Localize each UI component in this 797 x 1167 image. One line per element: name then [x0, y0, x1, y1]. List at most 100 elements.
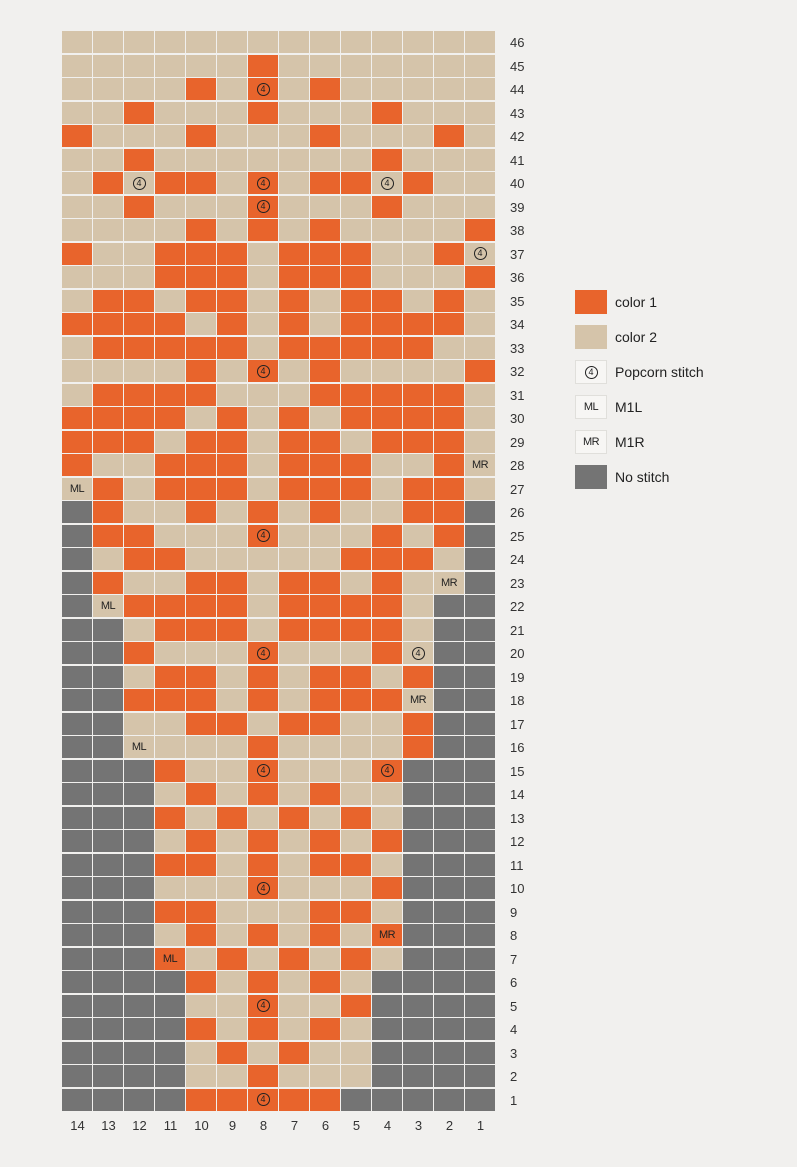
chart-cell-r3-c12: [124, 1041, 154, 1064]
chart-cell-r26-c7: [279, 501, 309, 523]
column-label: 13: [101, 1118, 116, 1133]
chart-cell-r42-c13: [93, 125, 123, 147]
chart-cell-r14-c4: [372, 783, 402, 805]
chart-cell-r1-c9: [217, 1088, 247, 1111]
chart-cell-r7-c10: [186, 947, 216, 970]
chart-cell-r29-c3: [403, 430, 433, 453]
m1r-symbol: MR: [440, 576, 458, 589]
chart-cell-r32-c11: [155, 360, 185, 382]
chart-cell-r10-c5: [341, 877, 371, 899]
chart-cell-r4-c4: [372, 1018, 402, 1040]
row-label: 20: [510, 646, 525, 661]
chart-cell-r30-c13: [93, 407, 123, 429]
chart-cell-r18-c9: [217, 689, 247, 711]
chart-cell-r30-c2: [434, 407, 464, 429]
chart-cell-r46-c8: [248, 31, 278, 53]
chart-cell-r37-c4: [372, 242, 402, 265]
chart-cell-r15-c12: [124, 759, 154, 782]
chart-cell-r43-c9: [217, 101, 247, 124]
chart-cell-r44-c6: [310, 78, 340, 100]
popcorn-stitch-symbol: 4: [256, 999, 270, 1012]
chart-cell-r3-c2: [434, 1041, 464, 1064]
chart-cell-r1-c2: [434, 1088, 464, 1111]
chart-cell-r21-c11: [155, 618, 185, 641]
chart-cell-r17-c7: [279, 712, 309, 735]
chart-cell-r32-c3: [403, 360, 433, 382]
popcorn-stitch-symbol: 4: [256, 82, 270, 96]
chart-cell-r32-c6: [310, 360, 340, 382]
chart-cell-r34-c6: [310, 313, 340, 335]
chart-cell-r6-c3: [403, 971, 433, 993]
chart-cell-r45-c12: [124, 54, 154, 77]
chart-cell-r8-c4: MR: [372, 924, 402, 946]
chart-cell-r30-c14: [62, 407, 92, 429]
chart-cell-r3-c13: [93, 1041, 123, 1064]
chart-cell-r33-c8: [248, 336, 278, 359]
chart-cell-r29-c8: [248, 430, 278, 453]
row-label: 25: [510, 528, 525, 544]
chart-cell-r43-c5: [341, 101, 371, 124]
chart-cell-r38-c1: [465, 219, 495, 241]
chart-cell-r6-c8: [248, 971, 278, 993]
chart-cell-r11-c3: [403, 853, 433, 876]
chart-cell-r16-c1: [465, 736, 495, 758]
chart-cell-r20-c6: [310, 642, 340, 664]
chart-cell-r18-c7: [279, 689, 309, 711]
chart-cell-r22-c9: [217, 595, 247, 617]
chart-cell-r42-c6: [310, 125, 340, 147]
chart-cell-r33-c10: [186, 336, 216, 359]
chart-cell-r30-c6: [310, 407, 340, 429]
chart-cell-r45-c4: [372, 54, 402, 77]
chart-cell-r27-c1: [465, 477, 495, 500]
chart-cell-r27-c9: [217, 477, 247, 500]
column-label: 6: [321, 1118, 330, 1133]
chart-cell-r44-c10: [186, 78, 216, 100]
chart-cell-r20-c2: [434, 642, 464, 664]
chart-cell-r17-c10: [186, 712, 216, 735]
chart-cell-r34-c12: [124, 313, 154, 335]
chart-cell-r39-c11: [155, 195, 185, 218]
chart-cell-r5-c7: [279, 994, 309, 1017]
chart-cell-r43-c2: [434, 101, 464, 124]
chart-cell-r24-c10: [186, 548, 216, 570]
chart-cell-r13-c14: [62, 806, 92, 829]
chart-cell-r37-c5: [341, 242, 371, 265]
chart-cell-r31-c12: [124, 383, 154, 406]
row-label: 26: [510, 505, 525, 520]
chart-cell-r9-c13: [93, 900, 123, 923]
chart-cell-r21-c8: [248, 618, 278, 641]
chart-cell-r36-c14: [62, 266, 92, 288]
chart-cell-r38-c3: [403, 219, 433, 241]
chart-cell-r40-c5: [341, 172, 371, 194]
chart-cell-r22-c14: [62, 595, 92, 617]
chart-cell-r24-c5: [341, 548, 371, 570]
chart-cell-r29-c1: [465, 430, 495, 453]
chart-cell-r30-c1: [465, 407, 495, 429]
chart-cell-r2-c12: [124, 1065, 154, 1087]
chart-cell-r42-c2: [434, 125, 464, 147]
chart-cell-r4-c14: [62, 1018, 92, 1040]
chart-cell-r20-c9: [217, 642, 247, 664]
chart-cell-r1-c10: [186, 1088, 216, 1111]
chart-cell-r34-c1: [465, 313, 495, 335]
chart-cell-r39-c5: [341, 195, 371, 218]
chart-cell-r11-c5: [341, 853, 371, 876]
chart-cell-r33-c9: [217, 336, 247, 359]
chart-cell-r32-c7: [279, 360, 309, 382]
chart-cell-r36-c12: [124, 266, 154, 288]
chart-cell-r44-c4: [372, 78, 402, 100]
chart-cell-r1-c3: [403, 1088, 433, 1111]
chart-cell-r30-c4: [372, 407, 402, 429]
chart-cell-r34-c13: [93, 313, 123, 335]
chart-cell-r40-c10: [186, 172, 216, 194]
chart-cell-r22-c2: [434, 595, 464, 617]
chart-cell-r25-c12: [124, 524, 154, 547]
m1r-symbol: MR: [582, 436, 600, 448]
chart-cell-r36-c9: [217, 266, 247, 288]
chart-cell-r43-c12: [124, 101, 154, 124]
chart-cell-r22-c11: [155, 595, 185, 617]
legend-label: Popcorn stitch: [615, 364, 704, 380]
chart-cell-r42-c3: [403, 125, 433, 147]
chart-cell-r11-c13: [93, 853, 123, 876]
row-label: 14: [510, 787, 525, 802]
